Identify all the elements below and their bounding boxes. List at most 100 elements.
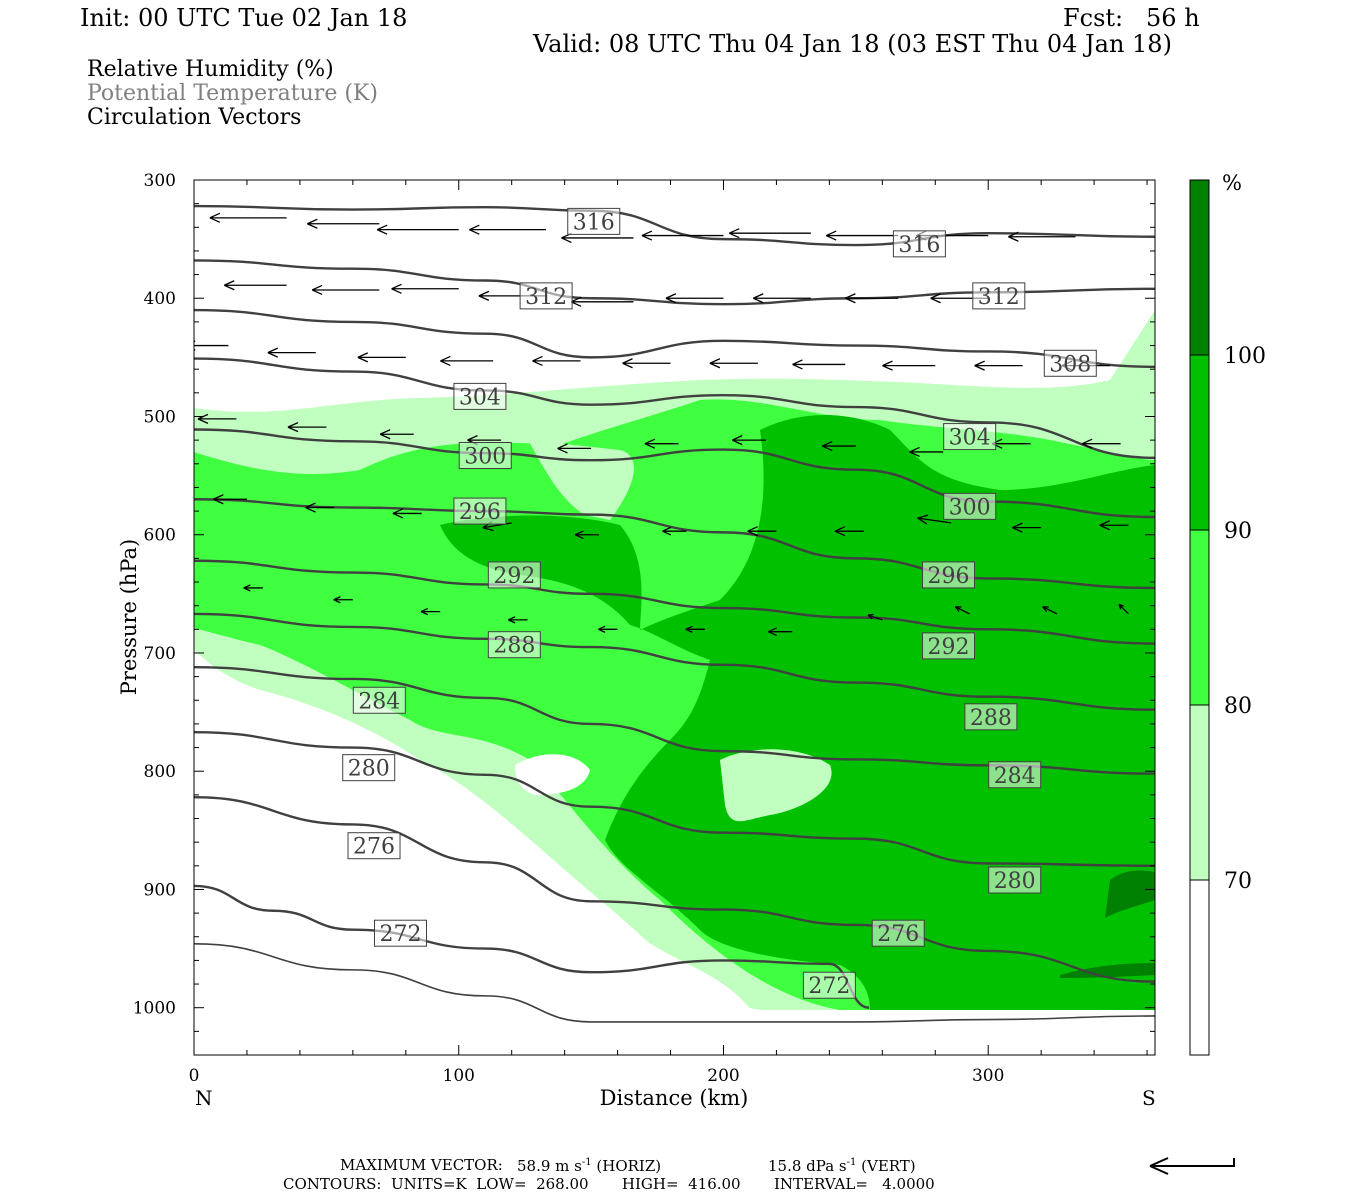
theta-label-box [567,207,621,235]
theta-label: 312 [525,285,567,310]
circulation-vector [882,360,936,371]
colorbar-unit: % [1222,171,1242,195]
circulation-vector [909,446,944,458]
theta-label-box [943,492,997,520]
circulation-vector [731,435,766,446]
circulation-vector [662,526,687,536]
theta-contour-316 [194,204,1155,247]
theta-label-box [342,754,396,782]
theta-contour-292 [194,559,1155,645]
circulation-vector [307,218,380,229]
colorbar-label: 70 [1224,869,1252,894]
forecast-hour: Fcst: 56 h [1063,4,1200,32]
circulation-vector [709,358,758,369]
theta-label-box [972,282,1026,310]
theta-label-box [802,971,856,999]
y-tick-label: 400 [144,289,176,309]
theta-label-box [373,919,427,947]
colorbar-swatch [1189,179,1210,356]
circulation-vector [574,530,600,540]
rh-band-90 [440,415,1155,1010]
legend-vectors: Circulation Vectors [87,105,302,130]
plot-frame [193,179,1156,1056]
theta-label-box [487,561,541,589]
y-axis-title: Pressure (hPa) [117,539,141,695]
theta-label-box [347,832,401,860]
theta-label-box [1043,349,1097,377]
circulation-vector [845,293,899,304]
theta-label: 280 [348,757,390,782]
circulation-vector [954,606,970,615]
circulation-vector [641,230,724,241]
circulation-vector [1081,438,1121,449]
theta-contour-272 [194,884,870,1009]
theta-label: 272 [379,922,421,947]
x-end-right: S [1142,1086,1156,1110]
circulation-vector [867,613,883,621]
y-tick-label: 500 [144,407,176,427]
circulation-vector [243,584,263,592]
circulation-vector [768,627,793,637]
circulation-vector [665,293,724,304]
init-time: Init: 00 UTC Tue 02 Jan 18 [80,4,408,32]
theta-label: 300 [949,495,991,520]
theta-label: 288 [970,706,1012,731]
max-vector-vert-suffix: (VERT) [861,1157,916,1175]
circulation-vector [1042,606,1058,615]
theta-contour-288 [194,612,1155,711]
circulation-vector [391,283,459,294]
theta-contour-304 [194,357,1155,460]
axis-layer: 300 400 500 600 700 800 900 1000 0 100 200 300 [133,171,1155,1086]
max-vector-horiz-value: 58.9 m s [517,1157,582,1175]
theta-label: 288 [493,634,535,659]
theta-label-box [453,497,507,525]
theta-label: 304 [459,385,501,410]
theta-label: 316 [573,210,615,235]
circulation-vector [420,607,441,616]
colorbar-label: 80 [1224,694,1252,719]
theta-label: 280 [994,869,1036,894]
circulation-vector [622,358,671,369]
colorbar: 70 80 90 100% [1189,171,1266,1056]
y-tick-label: 600 [144,526,176,546]
circulation-vector [728,228,811,239]
theta-label: 300 [464,445,506,470]
circulation-vector [821,440,856,452]
theta-contour-276 [194,796,1155,983]
circulation-vector [792,359,846,370]
theta-label-box [988,761,1042,789]
circulation-vector [392,508,422,519]
circulation-vector [357,352,406,363]
max-vector-vert-value: 15.8 dPa s [768,1157,847,1175]
circulation-vector [267,347,316,358]
max-vector-horiz: 58.9 m s-1 (HORIZ) [517,1158,661,1174]
rh-band-70-patch [720,749,832,822]
circulation-vector [644,438,679,449]
theta-label: 296 [928,564,970,589]
circulation-vector [825,230,899,241]
circulation-vector [974,360,1023,371]
reference-vector-icon [1149,1157,1235,1175]
colorbar-swatch [1189,354,1210,531]
theta-label: 296 [459,500,501,525]
theta-contour-280 [194,730,1155,868]
theta-label: 312 [978,285,1020,310]
theta-label: 316 [898,233,940,258]
max-vector-vert-exp: -1 [846,1157,857,1168]
theta-label-box [988,866,1042,894]
circulation-vector [917,514,952,525]
x-tick-label: 300 [972,1066,1004,1086]
theta-contour-296 [194,498,1155,590]
colorbar-swatch [1189,704,1210,881]
theta-label-box [352,686,406,714]
theta-label: 292 [928,635,970,660]
circulation-vector [685,625,705,633]
circulation-vector [1008,231,1076,242]
theta-label: 284 [358,689,400,714]
legend-rh: Relative Humidity (%) [87,57,334,82]
colorbar-swatch [1189,879,1210,1056]
circulation-vector [379,429,414,440]
x-axis-title: Distance (km) [600,1086,749,1110]
valid-time: Valid: 08 UTC Thu 04 Jan 18 (03 EST Thu … [533,30,1172,58]
x-tick-label: 0 [189,1066,200,1086]
